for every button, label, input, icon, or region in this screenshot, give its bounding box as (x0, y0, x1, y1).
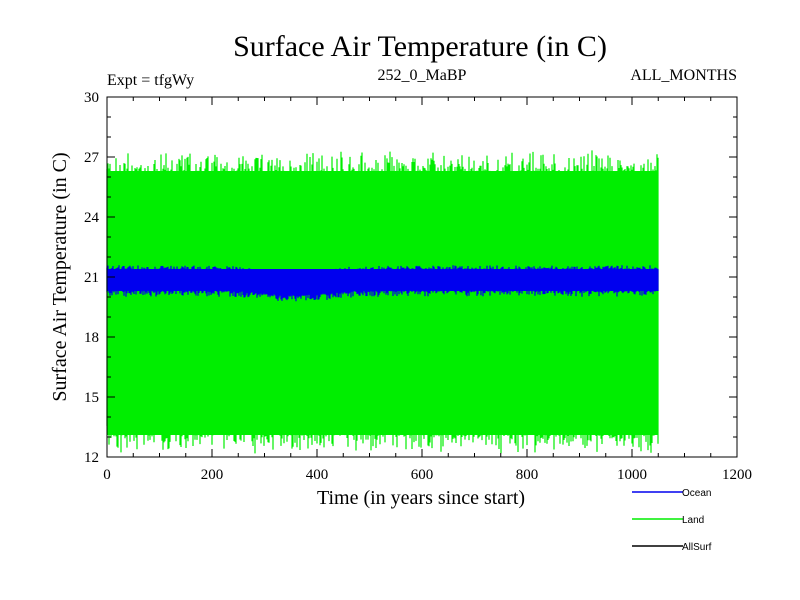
subtitle-center: 252_0_MaBP (378, 67, 467, 84)
legend-label-ocean: Ocean (682, 488, 711, 499)
y-axis-label: Surface Air Temperature (in C) (49, 152, 71, 401)
y-tick-label: 27 (84, 150, 100, 166)
x-tick-label: 1000 (617, 467, 647, 483)
y-tick-label: 21 (84, 270, 99, 286)
series-land-line (106, 150, 659, 454)
y-tick-label: 18 (84, 330, 99, 346)
legend-label-land: Land (682, 515, 704, 526)
axis-ticks: 0 200 400 600 800 1000 1200 12 15 18 21 24 27 30 (84, 90, 752, 483)
subtitle-right: ALL_MONTHS (630, 67, 737, 84)
legend: Ocean Land AllSurf (632, 488, 712, 553)
series-ocean (106, 265, 659, 302)
x-tick-label: 1200 (722, 467, 752, 483)
x-tick-label: 600 (411, 467, 434, 483)
y-tick-label: 24 (84, 210, 100, 226)
chart-title: Surface Air Temperature (in C) (233, 30, 607, 63)
x-axis-label: Time (in years since start) (317, 487, 525, 509)
x-tick-label: 200 (201, 467, 224, 483)
x-tick-label: 0 (103, 467, 111, 483)
series-land (106, 150, 659, 454)
plot-data (106, 150, 659, 454)
x-tick-label: 800 (516, 467, 539, 483)
subtitle-left: Expt = tfgWy (107, 72, 194, 89)
x-tick-label: 400 (306, 467, 329, 483)
y-tick-label: 30 (84, 90, 99, 106)
y-tick-label: 12 (84, 450, 99, 466)
legend-label-allsurf: AllSurf (682, 542, 712, 553)
y-tick-label: 15 (84, 390, 99, 406)
